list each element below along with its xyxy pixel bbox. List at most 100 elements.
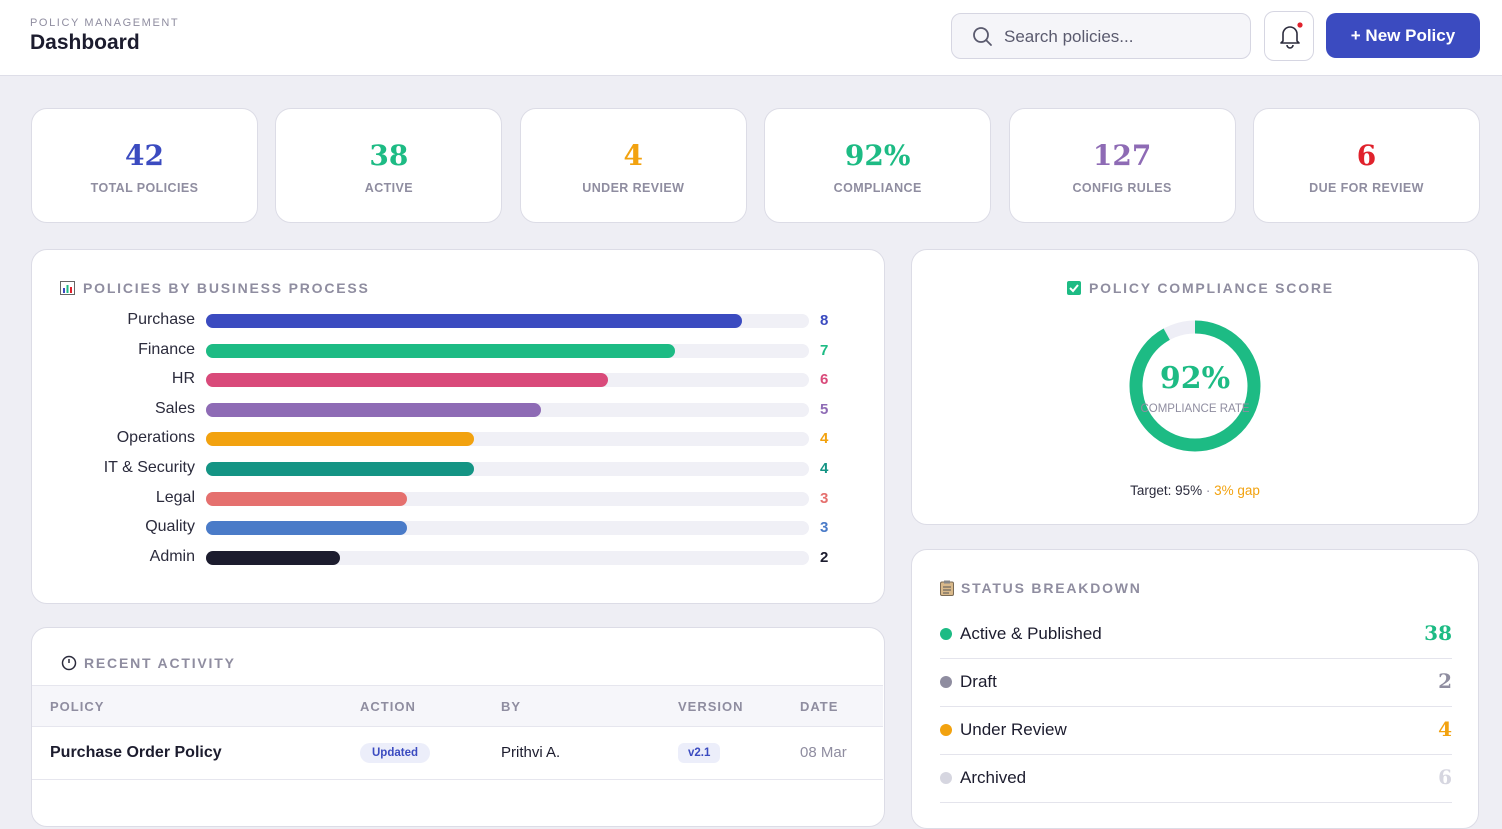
notifications-button[interactable] — [1264, 11, 1314, 61]
column-header: POLICY — [50, 699, 105, 714]
bar-category: Sales — [154, 399, 195, 417]
status-count: 38 — [1424, 621, 1452, 645]
bar-value: 3 — [820, 489, 829, 507]
table-row: Purchase Order Policy Updated Prithvi A. v2… — [32, 728, 883, 780]
bar-category: Finance — [138, 340, 195, 358]
bar-track — [206, 343, 809, 358]
status-dot — [940, 676, 952, 688]
status-row: Active & Published 38 — [940, 611, 1452, 659]
clipboard-icon — [940, 580, 954, 596]
kpi-label: CONFIG RULES — [1072, 181, 1172, 195]
bar-category: Purchase — [127, 311, 195, 328]
kpi-label: COMPLIANCE — [833, 181, 922, 195]
kpi-value: 92% — [844, 139, 911, 172]
bar — [206, 314, 742, 328]
kpi-value: 42 — [125, 139, 164, 172]
eyebrow: POLICY MANAGEMENT — [30, 17, 180, 29]
status-name: Active & Published — [960, 624, 1102, 643]
new-policy-button[interactable]: + New Policy — [1326, 13, 1480, 58]
donut-arc — [1129, 320, 1261, 452]
column-header: BY — [501, 699, 522, 714]
bar — [206, 343, 675, 358]
bar-row: HR 6 — [32, 370, 885, 390]
bar-category: Operations — [116, 429, 195, 447]
column-header: VERSION — [678, 699, 744, 714]
search-box[interactable]: Search policies... — [951, 13, 1251, 59]
status-count: 4 — [1438, 717, 1452, 741]
bar-track — [206, 373, 809, 388]
status-name: Under Review — [960, 720, 1067, 739]
kpi-card: 92% COMPLIANCE — [764, 108, 992, 223]
panel-title: RECENT ACTIVITY — [84, 655, 236, 671]
search-placeholder: Search policies... — [1004, 27, 1134, 46]
kpi-value: 127 — [1092, 139, 1152, 172]
bar-row: Admin 2 — [32, 548, 885, 568]
status-count: 2 — [1438, 669, 1452, 693]
target-line: Target: 95% · 3% gap — [912, 483, 1478, 498]
search-icon — [973, 27, 992, 46]
donut-caption: COMPLIANCE RATE — [1140, 403, 1249, 415]
panel-title: POLICIES BY BUSINESS PROCESS — [83, 280, 370, 296]
kpi-card: 38 ACTIVE — [275, 108, 503, 223]
column-header: ACTION — [360, 699, 416, 714]
kpi-label: ACTIVE — [364, 181, 414, 195]
check-icon — [1067, 281, 1081, 295]
bar-track — [206, 491, 809, 506]
bar-category: Quality — [145, 518, 195, 536]
bar-track — [206, 462, 809, 476]
bar-value: 3 — [820, 519, 829, 537]
kpi-value: 6 — [1356, 139, 1377, 172]
bar — [206, 432, 474, 447]
table-cell: v2.1 — [678, 743, 721, 763]
chart-icon — [60, 281, 75, 295]
donut-chart: 92% COMPLIANCE RATE — [1129, 320, 1261, 452]
clock-icon — [61, 655, 77, 671]
bar — [206, 521, 407, 536]
bar-row: Legal 3 — [32, 489, 885, 509]
kpi-label: UNDER REVIEW — [582, 181, 685, 195]
status-name: Draft — [960, 672, 997, 691]
bar — [206, 550, 340, 565]
page-title: Dashboard — [30, 31, 140, 54]
bell-icon — [1280, 22, 1303, 49]
bar — [206, 462, 474, 476]
bar-category: IT & Security — [103, 459, 195, 476]
donut-value: 92% — [1160, 361, 1230, 396]
table-cell: Updated — [360, 743, 430, 763]
bar-track — [206, 314, 809, 328]
bar-category: Legal — [155, 488, 195, 506]
status-name: Archived — [960, 768, 1027, 787]
bar-value: 6 — [820, 371, 829, 389]
bar-row: Finance 7 — [32, 341, 885, 361]
bar-value: 5 — [820, 400, 829, 418]
bar-track — [206, 402, 809, 417]
status-row: Draft 2 — [940, 659, 1452, 707]
panel-title: POLICY COMPLIANCE SCORE — [1089, 280, 1334, 296]
status-row: Under Review 4 — [940, 707, 1452, 755]
kpi-card: 42 TOTAL POLICIES — [31, 108, 258, 223]
bar-track — [206, 432, 809, 447]
bar-category: Admin — [149, 547, 195, 565]
bar — [206, 373, 608, 388]
bar-track — [206, 521, 809, 536]
top-bar: POLICY MANAGEMENT Dashboard Search polic… — [0, 0, 1502, 76]
bar-row: Quality 3 — [32, 518, 885, 538]
kpi-card: 127 CONFIG RULES — [1008, 108, 1236, 223]
bar-row: Sales 5 — [32, 400, 885, 420]
status-count: 6 — [1438, 765, 1452, 789]
bar-value: 4 — [820, 460, 829, 477]
table-cell: Purchase Order Policy — [50, 744, 222, 761]
status-dot — [940, 772, 952, 784]
bar — [206, 402, 541, 417]
column-header: DATE — [800, 699, 839, 714]
status-row: Archived 6 — [940, 755, 1452, 803]
table-header: POLICY ACTION BY VERSION DATE — [32, 685, 883, 727]
kpi-label: TOTAL POLICIES — [90, 181, 199, 195]
kpi-value: 4 — [623, 139, 644, 172]
bar-value: 8 — [820, 312, 829, 329]
kpi-card: 6 DUE FOR REVIEW — [1253, 108, 1480, 223]
activity-panel: RECENT ACTIVITY POLICY ACTION BY VERSION DAT… — [31, 627, 885, 827]
panel-title: STATUS BREAKDOWN — [961, 580, 1142, 596]
